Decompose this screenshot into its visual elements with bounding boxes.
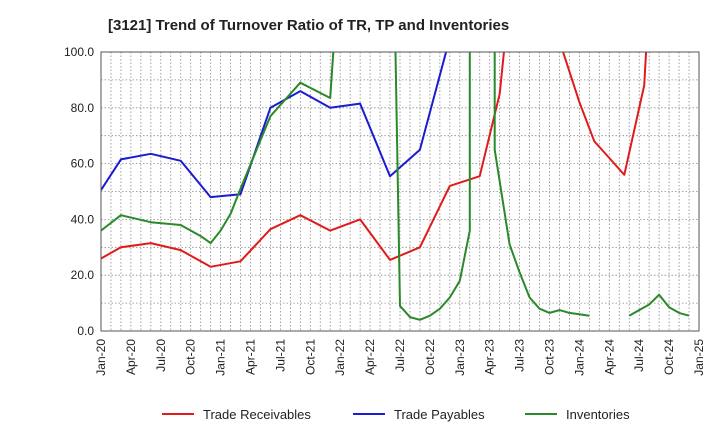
- series-line: [562, 52, 648, 176]
- x-tick-label: Apr-24: [602, 339, 616, 375]
- grid: [101, 52, 699, 331]
- x-tick-label: Jan-23: [453, 339, 467, 376]
- x-tick-label: Oct-22: [423, 339, 437, 375]
- x-tick-label: Jul-23: [513, 339, 527, 372]
- legend-item-inventories[interactable]: Inventories: [525, 407, 630, 422]
- y-tick-label: 20.0: [71, 268, 95, 282]
- x-tick-label: Jan-22: [333, 339, 347, 376]
- x-axis-ticks: Jan-20 Apr-20 Jul-20 Oct-20 Jan-21 Apr-21 Jul-…: [94, 339, 706, 376]
- y-tick-label: 60.0: [71, 157, 95, 171]
- series-trade-payables: [101, 52, 448, 199]
- x-tick-label: Apr-21: [244, 339, 258, 375]
- legend-item-trade-payables[interactable]: Trade Payables: [353, 407, 485, 422]
- y-tick-label: 80.0: [71, 101, 95, 115]
- x-tick-label: Jan-20: [94, 339, 108, 376]
- legend[interactable]: Trade Receivables Trade Payables Inventori…: [162, 407, 630, 422]
- y-tick-label: 40.0: [71, 212, 95, 226]
- legend-label: Trade Payables: [394, 407, 485, 422]
- series-line: [101, 52, 335, 245]
- chart-title: [3121] Trend of Turnover Ratio of TR, TP…: [108, 17, 509, 34]
- y-tick-label: 100.0: [64, 45, 94, 59]
- series-line: [628, 293, 690, 317]
- series-line: [101, 52, 448, 199]
- series-trade-receivables: [101, 52, 648, 268]
- series-line: [493, 52, 590, 317]
- y-axis-ticks: 0.0 20.0 40.0 60.0 80.0 100.0: [64, 45, 94, 338]
- x-tick-label: Oct-23: [543, 339, 557, 375]
- y-tick-label: 0.0: [77, 324, 94, 338]
- series-layer: [101, 52, 690, 321]
- x-tick-label: Jan-24: [572, 339, 586, 376]
- series-line: [394, 52, 471, 321]
- x-tick-label: Oct-20: [184, 339, 198, 375]
- legend-label: Trade Receivables: [203, 407, 311, 422]
- legend-item-trade-receivables[interactable]: Trade Receivables: [162, 407, 311, 422]
- x-tick-label: Jan-25: [692, 339, 706, 376]
- x-tick-label: Jul-20: [154, 339, 168, 372]
- x-tick-label: Oct-21: [303, 339, 317, 375]
- series-inventories: [101, 52, 690, 321]
- plot-frame: [100, 51, 700, 332]
- x-tick-label: Jul-22: [393, 339, 407, 372]
- x-tick-label: Apr-22: [363, 339, 377, 375]
- legend-label: Inventories: [566, 407, 630, 422]
- x-tick-label: Jan-21: [214, 339, 228, 376]
- series-line: [101, 52, 505, 268]
- x-tick-label: Apr-23: [483, 339, 497, 375]
- x-tick-label: Jul-21: [273, 339, 287, 372]
- x-tick-label: Oct-24: [662, 339, 676, 375]
- x-tick-label: Jul-24: [632, 339, 646, 372]
- x-tick-label: Apr-20: [124, 339, 138, 375]
